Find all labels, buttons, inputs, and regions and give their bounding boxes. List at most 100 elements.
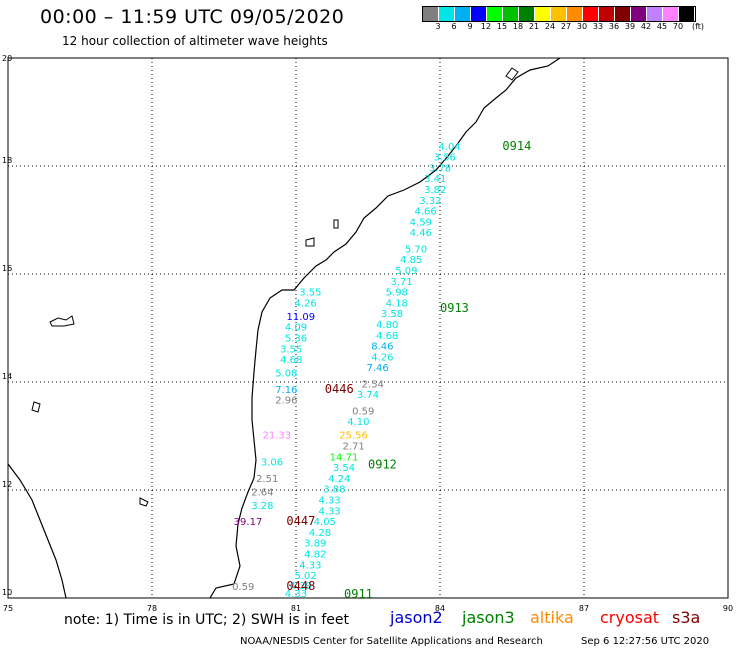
wave-height-value: 3.78: [429, 163, 451, 174]
longitude-tick-label: 84: [435, 604, 445, 613]
pass-time-label: 0446: [325, 382, 354, 396]
wave-height-value: 5.98: [386, 288, 408, 299]
wave-height-value: 4.80: [376, 320, 398, 331]
wave-height-value: 3.32: [419, 196, 441, 207]
wave-height-value: 21.33: [262, 431, 291, 442]
color-swatch: [567, 7, 583, 21]
latitude-tick-label: 10: [2, 588, 12, 597]
wave-height-value: 0.59: [352, 406, 374, 417]
units-note: note: 1) Time is in UTC; 2) SWH is in fe…: [64, 612, 350, 628]
color-scale-label: 3: [435, 22, 441, 31]
color-swatch: [519, 7, 535, 21]
wave-height-value: 11.09: [286, 312, 315, 323]
color-scale-label: 33: [592, 22, 604, 31]
color-swatch: [487, 7, 503, 21]
wave-height-value: 4.33: [318, 496, 340, 507]
color-swatch: [631, 7, 647, 21]
latitude-tick-label: 16: [2, 264, 12, 273]
wave-height-value: 8.46: [371, 342, 393, 353]
footer-credit: NOAA/NESDIS Center for Satellite Applica…: [240, 636, 543, 647]
wave-height-value: 3.74: [357, 390, 379, 401]
color-scale-label: 18: [512, 22, 524, 31]
wave-height-value: 4.46: [410, 228, 432, 239]
color-scale-label: 70: [672, 22, 684, 31]
island-andaman: [49, 315, 75, 327]
wave-height-value: 5.70: [405, 244, 427, 255]
coastline-india: [209, 57, 561, 599]
color-scale-label: 9: [467, 22, 473, 31]
island-small-2: [139, 497, 149, 507]
color-swatch: [599, 7, 615, 21]
wave-height-value: 4.33: [299, 560, 321, 571]
wave-height-value: 3.71: [390, 277, 412, 288]
color-swatch: [471, 7, 487, 21]
wave-height-value: 4.68: [376, 331, 398, 342]
pass-time-label: 0913: [440, 301, 469, 315]
footer-timestamp: Sep 6 12:27:56 UTC 2020: [581, 636, 710, 647]
wave-height-value: 4.33: [285, 589, 307, 600]
wave-height-value: 4.68: [280, 355, 302, 366]
color-scale-label: 36: [608, 22, 620, 31]
map-frame: [7, 57, 729, 599]
wave-height-value: 14.71: [330, 452, 359, 463]
color-swatch: [647, 7, 663, 21]
color-scale-label: 12: [480, 22, 492, 31]
wave-height-value: 4.18: [386, 298, 408, 309]
wave-height-value: 2.96: [275, 396, 297, 407]
page-subtitle: 12 hour collection of altimeter wave hei…: [62, 34, 328, 48]
wave-height-value: 5.09: [395, 266, 417, 277]
longitude-tick-label: 90: [723, 604, 733, 613]
wave-height-value: 4.82: [304, 550, 326, 561]
pass-time-label: 0447: [286, 514, 315, 528]
island-small-3: [305, 67, 519, 247]
longitude-tick-label: 81: [291, 604, 301, 613]
wave-height-value: 4.33: [318, 506, 340, 517]
color-scale-label: 15: [496, 22, 508, 31]
wave-height-value: 5.02: [294, 571, 316, 582]
legend-altika: altika: [530, 608, 574, 627]
wave-height-value: 3.56: [434, 153, 456, 164]
legend-jason2: jason2: [390, 608, 443, 627]
color-scale-label: (ft): [691, 22, 705, 31]
wave-height-value: 3.41: [424, 174, 446, 185]
color-swatch: [455, 7, 471, 21]
color-scale-label: 30: [576, 22, 588, 31]
color-scale-label: 21: [528, 22, 540, 31]
color-swatch: [423, 7, 439, 21]
legend-cryosat: cryosat: [600, 608, 660, 627]
pass-time-label: 0912: [368, 457, 397, 471]
wave-height-value: 2.54: [362, 379, 384, 390]
wave-height-value: 4.28: [309, 528, 331, 539]
color-swatch: [551, 7, 567, 21]
color-swatch: [679, 7, 695, 21]
wave-height-value: 7.16: [275, 385, 297, 396]
wave-height-value: 4.39: [290, 581, 312, 592]
wave-height-value: 3.88: [323, 485, 345, 496]
pass-time-label: 0914: [502, 139, 531, 153]
wave-height-value: 2.64: [251, 487, 273, 498]
color-swatch: [583, 7, 599, 21]
wave-height-value: 2.71: [342, 442, 364, 453]
wave-height-value: 39.17: [234, 517, 263, 528]
island-small-1: [31, 401, 41, 413]
color-swatch: [503, 7, 519, 21]
wave-height-value: 7.46: [366, 363, 388, 374]
color-scale-label: 45: [656, 22, 668, 31]
wave-height-value: 4.26: [371, 352, 393, 363]
wave-height-value: 4.66: [414, 207, 436, 218]
color-scale-bar: [422, 6, 696, 22]
wave-height-value: 4.26: [294, 298, 316, 309]
pass-time-labels: 0914 0913 0446 0912 0447 0448 0911: [286, 139, 531, 601]
color-scale-label: 24: [544, 22, 556, 31]
color-swatch: [663, 7, 679, 21]
latitude-tick-label: 20: [2, 54, 12, 63]
longitude-tick-label: 87: [579, 604, 589, 613]
color-scale-labels: 3 6 9 12 15 18 21 24 27 30 33 36 39 42 45 70 (ft): [422, 22, 740, 34]
wave-height-value: 4.05: [314, 517, 336, 528]
wave-height-value: 4.24: [328, 474, 350, 485]
longitude-tick-label: 75: [3, 604, 13, 613]
wave-height-value: 4.04: [438, 142, 460, 153]
latitude-tick-label: 18: [2, 156, 12, 165]
color-swatch: [615, 7, 631, 21]
